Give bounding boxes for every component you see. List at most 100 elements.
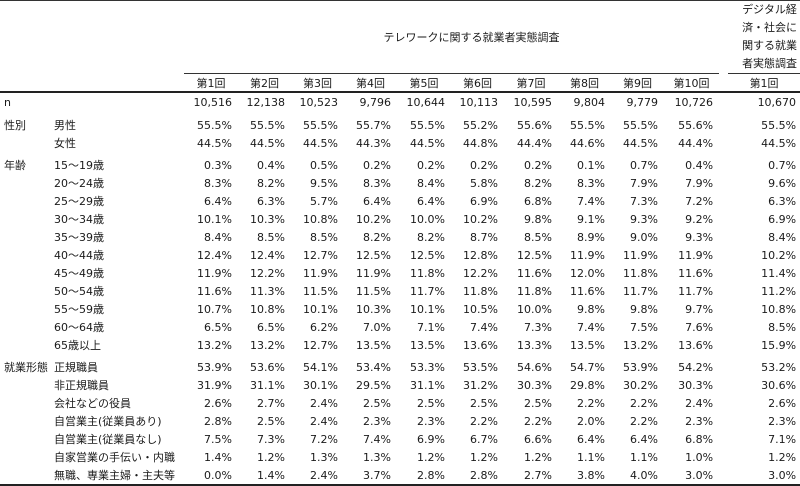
cell-value: 2.2% xyxy=(524,414,552,428)
table-row: 30～34歳 10.1% 10.3% 10.8% 10.2% 10.0% 10.2% 9.8%… xyxy=(0,210,800,228)
cell-value: 2.4% xyxy=(310,396,338,410)
table-row: 20～24歳 8.3% 8.2% 9.5% 8.3% 8.4% 5.8% 8.2% 8.3% 7.… xyxy=(0,174,800,192)
cell-value: 12.4% xyxy=(197,248,232,262)
cell-value: 54.6% xyxy=(517,360,552,374)
cell-value: 7.6% xyxy=(685,320,714,334)
n-value: 10,113 xyxy=(459,96,499,109)
cell-value-digital: 6.3% xyxy=(768,194,797,208)
cell-value-digital: 53.2% xyxy=(761,360,797,374)
cell-value: 11.9% xyxy=(197,266,232,280)
sections-body: 性別 男性 55.5% 55.5% 55.5% 55.7% 55.5% 55.2% 55.6% 5… xyxy=(0,112,800,486)
n-value: 12,138 xyxy=(246,96,286,109)
cell-value: 44.5% xyxy=(623,136,658,150)
cell-value: 10.8% xyxy=(250,302,285,316)
cell-value: 11.7% xyxy=(410,284,445,298)
cell-value: 0.1% xyxy=(577,158,605,172)
cell-value: 30.3% xyxy=(678,378,714,392)
gap-cell xyxy=(719,174,728,192)
cell-value-digital: 7.1% xyxy=(768,432,797,446)
cell-value-digital: 3.0% xyxy=(728,466,800,486)
cell-value-digital: 0.7% xyxy=(768,158,797,172)
table-row: 非正規職員 31.9% 31.1% 30.1% 29.5% 31.1% 31.2% 30.3%… xyxy=(0,376,800,394)
cell-value: 12.2% xyxy=(250,266,285,280)
gap-cell xyxy=(719,228,728,246)
cell-value-digital: 2.3% xyxy=(768,414,797,428)
cell-value: 1.3% xyxy=(363,450,391,464)
cell-value: 6.8% xyxy=(685,432,714,446)
cell-value: 12.7% xyxy=(303,338,338,352)
gap-cell xyxy=(719,134,728,152)
table-row: 就業形態 正規職員 53.9% 53.6% 54.1% 53.4% 53.3% 53.5% 54… xyxy=(0,354,800,376)
cell-value: 55.6% xyxy=(517,118,552,132)
cell-value: 11.5% xyxy=(356,284,391,298)
cell-value: 30.1% xyxy=(303,378,338,392)
cell-value: 2.4% xyxy=(291,466,344,486)
cell-value: 10.3% xyxy=(250,212,285,226)
cell-value: 2.7% xyxy=(504,466,558,486)
cell-value: 13.2% xyxy=(623,338,658,352)
cell-value: 11.9% xyxy=(678,248,714,262)
cell-value: 55.5% xyxy=(623,118,658,132)
cell-value: 44.4% xyxy=(678,136,714,150)
cell-value: 10.7% xyxy=(197,302,232,316)
cell-value: 10.0% xyxy=(517,302,552,316)
cell-value: 3.8% xyxy=(558,466,611,486)
table-row: 60～64歳 6.5% 6.5% 6.2% 7.0% 7.1% 7.4% 7.3% 7.4% 7.… xyxy=(0,318,800,336)
cell-value-digital: 8.5% xyxy=(768,320,797,334)
cell-value: 2.5% xyxy=(470,396,498,410)
cell-value: 55.5% xyxy=(197,118,232,132)
cell-value: 7.1% xyxy=(417,320,445,334)
category-blank xyxy=(0,394,54,412)
n-value: 9,804 xyxy=(573,96,606,109)
gap-cell xyxy=(719,448,728,466)
table-row: 年齢 15～19歳 0.3% 0.4% 0.5% 0.2% 0.2% 0.2% 0.2% 0.1%… xyxy=(0,152,800,174)
n-value: 10,726 xyxy=(674,96,714,109)
category-label: 就業形態 xyxy=(4,361,48,374)
cell-value: 1.2% xyxy=(417,450,445,464)
cell-value: 8.2% xyxy=(524,176,552,190)
row-label: 55～59歳 xyxy=(54,303,104,316)
cell-value: 7.5% xyxy=(630,320,658,334)
cell-value: 8.2% xyxy=(363,230,391,244)
category-blank xyxy=(0,228,54,246)
telework-survey-title: テレワークに関する就業者実態調査 xyxy=(383,30,560,44)
row-label: 45～49歳 xyxy=(54,267,104,280)
cell-value: 10.5% xyxy=(463,302,498,316)
cell-value-digital: 44.5% xyxy=(761,136,797,150)
cell-value: 12.7% xyxy=(303,248,338,262)
cell-value: 30.3% xyxy=(517,378,552,392)
cell-value: 6.7% xyxy=(470,432,498,446)
cell-value: 6.4% xyxy=(204,194,232,208)
row-label: 非正規職員 xyxy=(54,379,109,392)
cell-value: 11.9% xyxy=(303,266,338,280)
cell-value-digital: 2.6% xyxy=(768,396,797,410)
cell-value: 8.5% xyxy=(257,230,285,244)
cell-value: 44.6% xyxy=(570,136,605,150)
table-row: 女性 44.5% 44.5% 44.5% 44.3% 44.5% 44.8% 44.4% 44.… xyxy=(0,134,800,152)
row-label: 自営業主(従業員なし) xyxy=(54,433,162,446)
gap-cell xyxy=(719,318,728,336)
cell-value: 13.5% xyxy=(356,338,391,352)
gap-cell xyxy=(719,430,728,448)
cell-value: 12.5% xyxy=(410,248,445,262)
cell-value: 6.3% xyxy=(257,194,285,208)
cell-value: 54.1% xyxy=(303,360,338,374)
cell-value: 11.9% xyxy=(623,248,658,262)
cell-value: 2.5% xyxy=(524,396,552,410)
cell-value: 2.8% xyxy=(204,414,232,428)
row-label: 無職、専業主婦・主夫等 xyxy=(54,466,184,486)
cell-value: 2.2% xyxy=(630,414,658,428)
category-blank xyxy=(0,376,54,394)
round-header-blank xyxy=(0,73,184,93)
n-label: n xyxy=(4,96,11,109)
round-header: 第4回 xyxy=(344,73,397,93)
round-header: 第9回 xyxy=(611,73,664,93)
row-label: 正規職員 xyxy=(54,361,98,374)
cell-value: 8.5% xyxy=(310,230,338,244)
round-header: 第6回 xyxy=(451,73,504,93)
row-label: 女性 xyxy=(54,137,76,150)
cell-value: 12.8% xyxy=(463,248,498,262)
table-body: n 10,516 12,138 10,523 9,796 10,644 10,1… xyxy=(0,92,800,112)
